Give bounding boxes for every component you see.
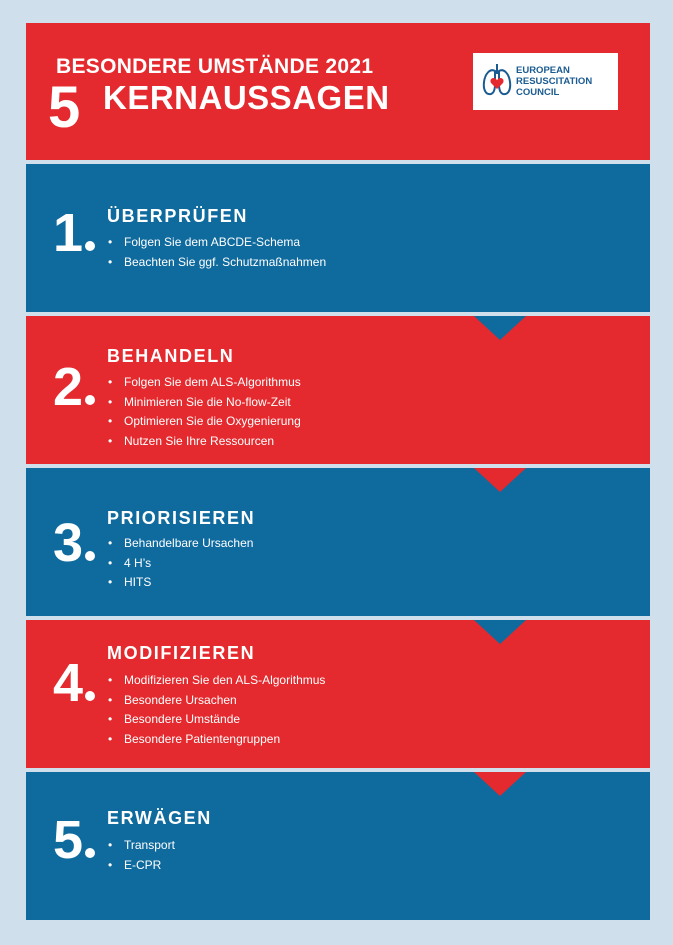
list-item: • Transport	[108, 838, 175, 852]
list-item: • Folgen Sie dem ALS-Algorithmus	[108, 375, 301, 389]
section-2-band: 2 BEHANDELN • Folgen Sie dem ALS-Algorith…	[26, 316, 650, 464]
logo-text: EUROPEAN RESUSCITATION COUNCIL	[516, 65, 592, 98]
list-item: • Besondere Ursachen	[108, 692, 237, 707]
section-5-list: • Transport • E-CPR	[107, 836, 175, 875]
section-2-title: BEHANDELN	[107, 346, 235, 366]
logo-line-2: RESUSCITATION	[516, 76, 593, 87]
section-1-title: ÜBERPRÜFEN	[107, 206, 249, 226]
infographic-poster: BESONDERE UMSTÄNDE 2021 5 KERNAUSSAGEN E…	[26, 23, 650, 920]
header-number: 5	[48, 75, 81, 140]
list-item: • 4 H’s	[108, 555, 152, 570]
section-2-number: 2	[53, 360, 96, 414]
chevron-divider	[474, 620, 526, 644]
logo-line-3: COUNCIL	[516, 87, 560, 98]
list-item: • Besondere Patientengruppen	[108, 732, 281, 747]
section-2-list: • Folgen Sie dem ALS-Algorithmus • Minimie…	[107, 373, 301, 452]
section-3-list: • Behandelbare Ursachen • 4 H’s • HITS	[107, 534, 253, 593]
logo-line-1: EUROPEAN	[516, 65, 570, 76]
lungs-heart-icon	[482, 64, 512, 96]
list-item: • HITS	[108, 575, 152, 590]
section-4-title: MODIFIZIEREN	[107, 643, 256, 663]
list-item: • Besondere Umstände	[108, 712, 241, 727]
list-item: • Beachten Sie ggf. Schutzmaßnahmen	[108, 254, 327, 269]
header-banner: BESONDERE UMSTÄNDE 2021 5 KERNAUSSAGEN E…	[26, 23, 650, 160]
section-4-number: 4	[53, 656, 96, 710]
section-5-band: 5 ERWÄGEN • Transport • E-CPR	[26, 772, 650, 920]
erc-logo: EUROPEAN RESUSCITATION COUNCIL	[473, 53, 618, 110]
chevron-divider	[474, 316, 526, 340]
header-title: BESONDERE UMSTÄNDE 2021	[56, 55, 374, 78]
section-1-band: 1 ÜBERPRÜFEN • Folgen Sie dem ABCDE-Schem…	[26, 164, 650, 312]
section-5-title: ERWÄGEN	[107, 808, 212, 828]
list-item: • E-CPR	[108, 857, 162, 872]
list-item: • Folgen Sie dem ABCDE-Schema	[108, 235, 301, 249]
section-3-title: PRIORISIEREN	[107, 508, 256, 528]
section-3-band: 3 PRIORISIEREN • Behandelbare Ursachen • 4…	[26, 468, 650, 616]
header-subtitle: KERNAUSSAGEN	[103, 79, 390, 116]
list-item: • Optimieren Sie die Oxygenierung	[108, 414, 301, 429]
section-4-band: 4 MODIFIZIEREN • Modifizieren Sie den ALS…	[26, 620, 650, 768]
section-3-number: 3	[53, 516, 96, 570]
chevron-divider	[474, 468, 526, 492]
chevron-divider	[474, 772, 526, 796]
list-item: • Modifizieren Sie den ALS-Algorithmus	[108, 673, 326, 687]
section-5-number: 5	[53, 813, 96, 867]
section-4-list: • Modifizieren Sie den ALS-Algorithmus • B…	[107, 671, 325, 750]
section-1-number: 1	[53, 206, 96, 260]
section-1-list: • Folgen Sie dem ABCDE-Schema • Beachten S…	[107, 233, 326, 272]
list-item: • Nutzen Sie Ihre Ressourcen	[108, 434, 275, 449]
list-item: • Minimieren Sie die No-flow-Zeit	[108, 394, 291, 409]
list-item: • Behandelbare Ursachen	[108, 536, 254, 550]
